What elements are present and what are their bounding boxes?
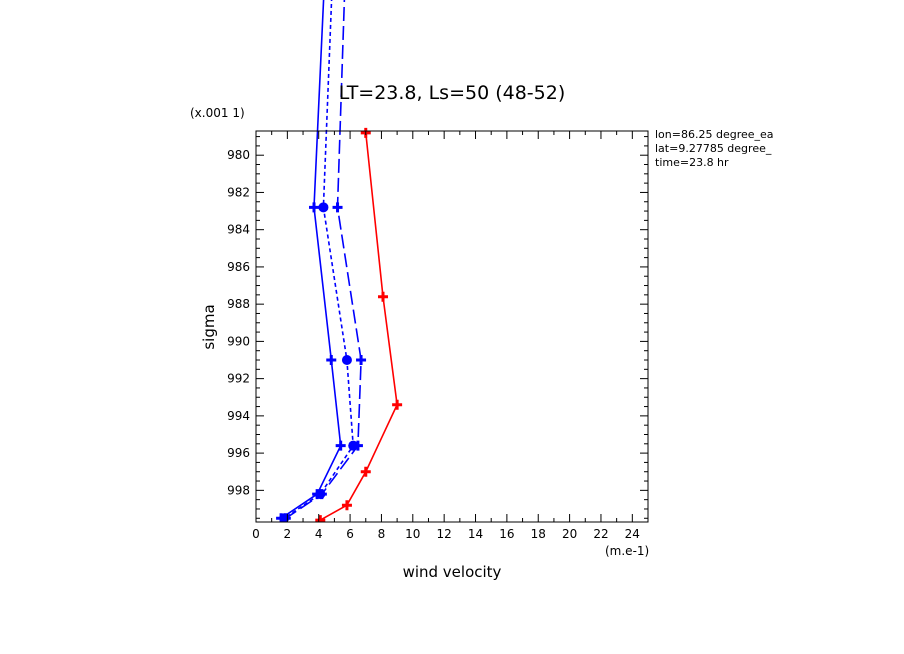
series-1-point: [392, 399, 403, 410]
y-tick-label: 998: [227, 483, 250, 497]
y-tick-label: 980: [227, 148, 250, 162]
info-line-lat: lat=9.27785 degree_: [655, 142, 772, 155]
series-1-line: [319, 132, 398, 521]
series-4: [280, 0, 367, 522]
x-tick-label: 20: [562, 527, 577, 541]
x-tick-label: 4: [315, 527, 323, 541]
plot-frame: [255, 130, 649, 523]
series-3-point: [318, 202, 329, 213]
x-tick-label: 8: [378, 527, 386, 541]
series-3-line: [283, 0, 355, 519]
y-tick-label: 984: [227, 223, 250, 237]
series-1-point: [315, 515, 326, 522]
series-1-point: [360, 466, 371, 477]
series-1-point: [341, 500, 352, 511]
x-axis-title: wind velocity: [403, 563, 502, 581]
y-tick-label: 986: [227, 260, 250, 274]
x-tick-label: 2: [284, 527, 292, 541]
series-2-point: [326, 355, 337, 366]
x-tick-label: 16: [499, 527, 514, 541]
series-3-point: [341, 355, 352, 366]
chart-title: LT=23.8, Ls=50 (48-52): [339, 82, 566, 104]
x-tick-label: 12: [437, 527, 452, 541]
y-tick-label: 982: [227, 185, 250, 199]
x-tick-label: 6: [346, 527, 354, 541]
series-layer: [276, 0, 403, 522]
series-2-line: [280, 0, 342, 519]
x-tick-label: 24: [625, 527, 640, 541]
info-line-lon: lon=86.25 degree_ea: [655, 128, 774, 141]
y-tick-label: 996: [227, 446, 250, 460]
y-axis-title: sigma: [200, 304, 218, 349]
x-unit-label: (m.e-1): [605, 544, 649, 558]
series-2: [276, 0, 346, 522]
y-unit-label: (x.001 1): [190, 106, 245, 120]
y-tick-label: 990: [227, 334, 250, 348]
series-1: [315, 127, 403, 522]
series-4-point: [356, 355, 367, 366]
y-tick-label: 988: [227, 297, 250, 311]
series-4-point: [332, 202, 343, 213]
series-4-point: [316, 489, 327, 500]
x-tick-label: 22: [593, 527, 608, 541]
x-tick-label: 14: [468, 527, 483, 541]
x-tick-label: 0: [252, 527, 260, 541]
series-4-line: [285, 0, 362, 519]
x-tick-label: 18: [531, 527, 546, 541]
info-line-time: time=23.8 hr: [655, 156, 729, 169]
x-tick-label: 10: [405, 527, 420, 541]
series-1-point: [378, 291, 389, 302]
tick-layer: 0 2 4 6 8 10 12 14 16 18 20 22 249809829849869889909…: [227, 131, 649, 541]
y-tick-label: 994: [227, 409, 250, 423]
series-2-point: [309, 202, 320, 213]
series-2-point: [335, 440, 346, 451]
y-tick-label: 992: [227, 372, 250, 386]
series-4-point: [352, 440, 363, 451]
